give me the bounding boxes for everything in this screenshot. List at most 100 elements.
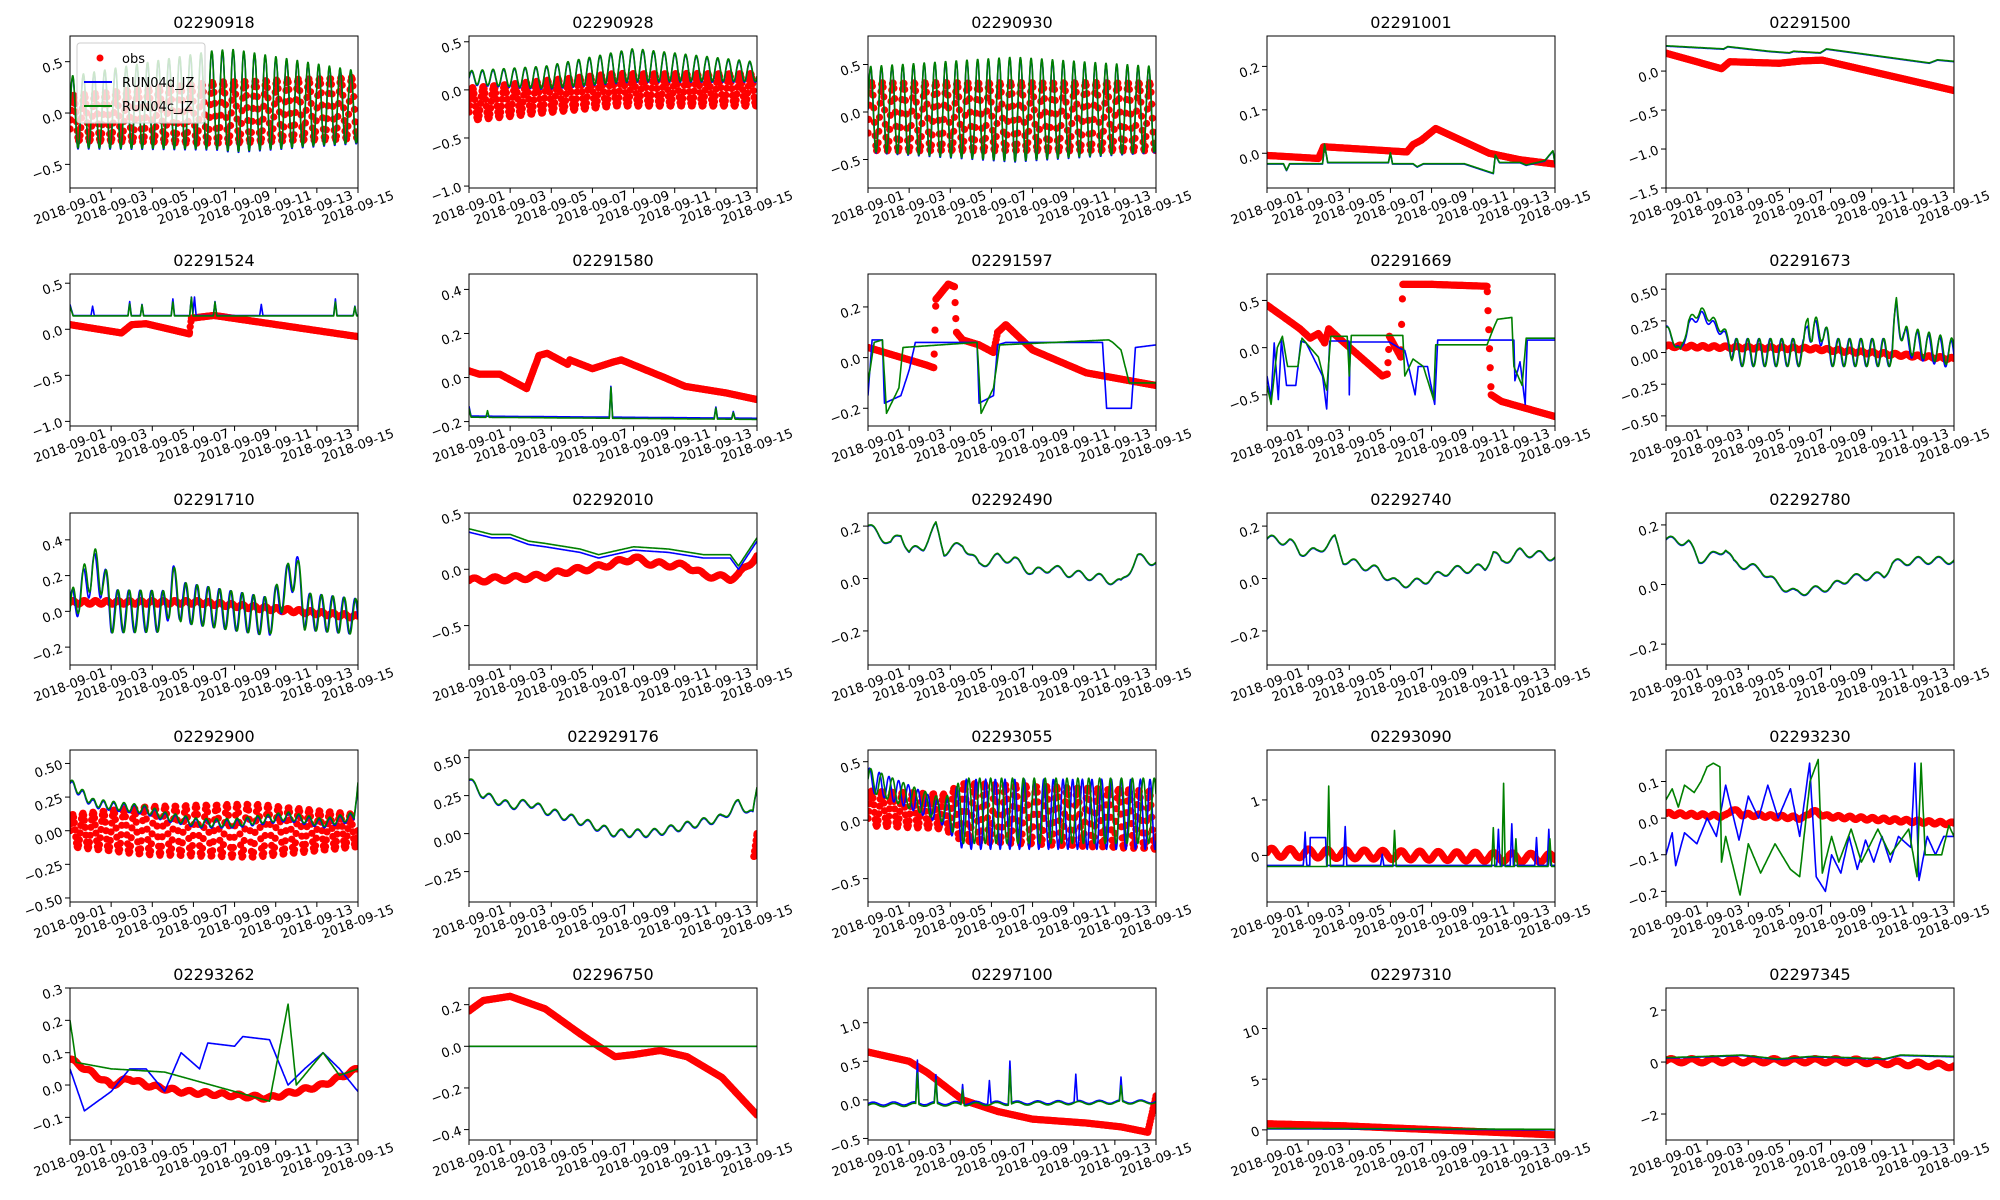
obs-point <box>1035 125 1043 133</box>
obs-point <box>908 107 916 115</box>
axes-frame <box>69 273 359 427</box>
obs-point <box>561 97 570 105</box>
obs-point <box>216 124 224 132</box>
obs-point <box>573 88 581 96</box>
obs-point <box>620 82 629 90</box>
plot-area <box>70 548 358 636</box>
subplot-02291580: 022915802018-09-012018-09-032018-09-0520… <box>429 251 795 466</box>
run04c_jz-line <box>1666 44 1954 64</box>
legend-marker-obs <box>96 54 104 62</box>
y-tick-label: 0.50 <box>1629 284 1661 308</box>
y-tick-label: 0.4 <box>41 534 66 555</box>
obs-point <box>1025 113 1033 121</box>
y-tick-label: 0.00 <box>1629 347 1661 371</box>
y-tick-label: 0.4 <box>440 284 465 305</box>
obs-point <box>546 88 554 96</box>
y-tick-label: 0.0 <box>41 606 66 627</box>
obs-point <box>561 103 569 111</box>
obs-point <box>722 91 730 99</box>
legend-label: RUN04c_JZ <box>122 100 193 115</box>
subplot-02291500: 022915002018-09-012018-09-032018-09-0520… <box>1626 13 1992 228</box>
y-tick-label: −0.5 <box>828 154 863 179</box>
obs-point <box>507 106 516 114</box>
obs-point <box>931 326 939 334</box>
obs-point <box>540 101 548 109</box>
obs-point <box>1131 134 1139 142</box>
obs-point <box>578 88 586 96</box>
obs-series <box>1666 49 1954 95</box>
subplot-title: 02291001 <box>1370 13 1451 32</box>
obs-point <box>868 129 872 137</box>
obs-point <box>932 302 940 310</box>
obs-point <box>1950 87 1954 95</box>
y-tick-label: −0.2 <box>828 403 863 428</box>
obs-point <box>993 119 1001 128</box>
subplot-02291669: 022916692018-09-012018-09-032018-09-0520… <box>1227 251 1593 466</box>
obs-point <box>950 127 958 135</box>
obs-point <box>960 125 969 133</box>
plot-area <box>868 56 1156 163</box>
plot-area <box>1666 296 1954 368</box>
obs-point <box>583 93 591 101</box>
obs-point <box>646 97 655 105</box>
obs-point <box>345 110 353 118</box>
subplot-02291001: 022910012018-09-012018-09-032018-09-0520… <box>1229 13 1593 228</box>
run04d_jz-line <box>1267 339 1555 410</box>
plot-area <box>1267 124 1555 175</box>
obs-point <box>323 115 331 123</box>
obs-point <box>1100 113 1108 121</box>
obs-point <box>227 109 235 117</box>
y-tick-label: 0.2 <box>839 301 864 322</box>
obs-point <box>717 84 725 92</box>
obs-point <box>471 96 479 104</box>
axes-frame <box>1266 35 1556 189</box>
obs-point <box>631 83 639 91</box>
obs-point <box>615 94 623 102</box>
y-tick-label: 0.25 <box>1629 315 1661 339</box>
obs-point <box>567 88 575 96</box>
obs-point <box>743 95 751 103</box>
subplot-title: 02290930 <box>971 13 1052 32</box>
obs-point <box>1121 123 1129 132</box>
y-tick-label: −1.0 <box>429 180 464 205</box>
obs-point <box>503 95 511 103</box>
obs-point <box>70 125 74 133</box>
obs-point <box>556 88 565 96</box>
y-tick-label: −0.2 <box>30 641 65 666</box>
obs-point <box>657 96 665 104</box>
subplot-02291597: 022915972018-09-012018-09-032018-09-0520… <box>828 251 1194 466</box>
obs-point <box>497 102 505 110</box>
obs-point <box>237 119 245 128</box>
obs-point <box>1143 119 1151 128</box>
subplot-title: 02291673 <box>1769 251 1850 270</box>
y-tick-label: 0.0 <box>1637 65 1662 86</box>
obs-point <box>1483 288 1491 296</box>
obs-point <box>680 88 688 96</box>
obs-point <box>685 81 693 89</box>
obs-point <box>739 86 747 94</box>
obs-point <box>475 112 483 120</box>
obs-point <box>1486 364 1494 372</box>
obs-point <box>706 83 714 91</box>
obs-point <box>971 123 979 132</box>
obs-point <box>270 113 278 121</box>
obs-point <box>340 117 348 125</box>
obs-point <box>690 87 699 95</box>
legend-label: obs <box>122 52 145 67</box>
obs-point <box>658 90 666 98</box>
plot-area <box>469 48 757 124</box>
obs-point <box>1026 99 1034 107</box>
obs-point <box>728 85 736 93</box>
obs-point <box>753 99 757 108</box>
obs-point <box>301 119 309 127</box>
obs-point <box>989 126 997 134</box>
y-tick-label: 0.2 <box>440 328 465 349</box>
subplot-title: 02291580 <box>572 251 653 270</box>
y-tick-label: 0.0 <box>1238 148 1263 169</box>
subplot-02291710: 022917102018-09-012018-09-032018-09-0520… <box>30 490 396 705</box>
axes-frame <box>468 273 758 427</box>
legend-box <box>76 42 206 124</box>
obs-point <box>951 99 959 107</box>
obs-point <box>1078 131 1086 139</box>
